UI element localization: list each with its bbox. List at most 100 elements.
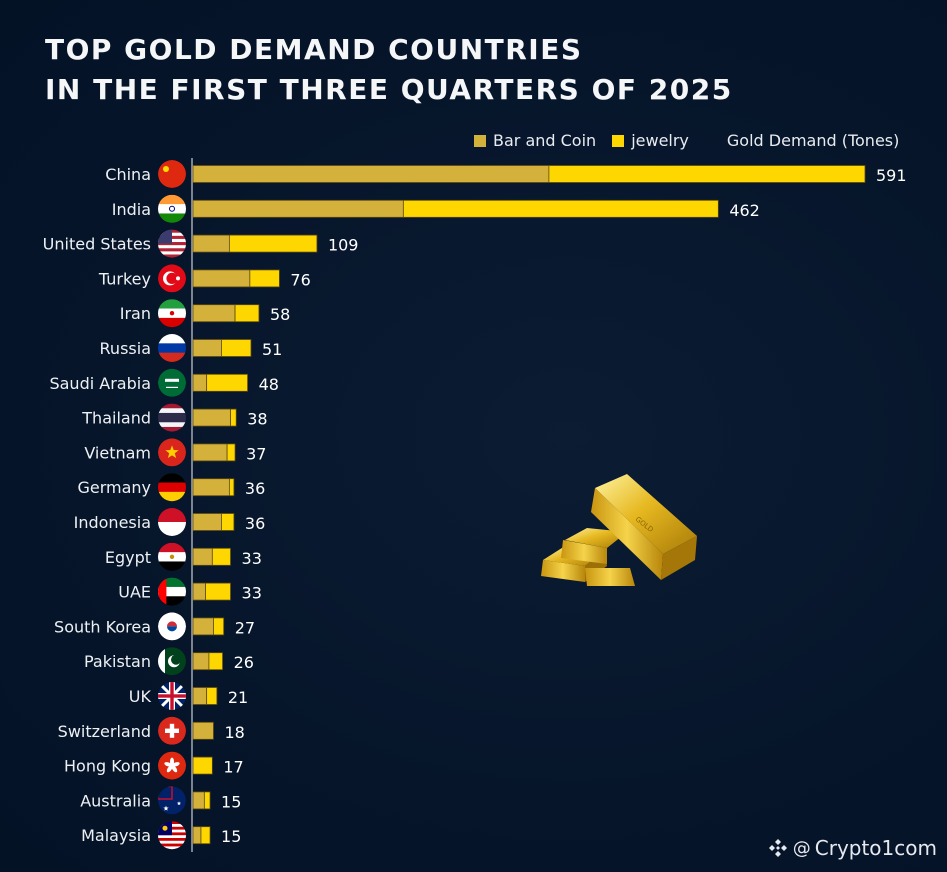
country-label: Thailand — [81, 409, 151, 428]
country-label: United States — [43, 235, 151, 254]
flag-stripe — [158, 254, 186, 258]
flag-stripe — [158, 426, 186, 432]
gold-bars-illustration: GOLD — [541, 474, 697, 586]
legend-swatch-bar-and-coin — [474, 134, 486, 147]
india-flag-icon — [158, 194, 186, 223]
value-label: 76 — [290, 270, 310, 289]
country-label: Egypt — [105, 548, 151, 567]
usa-flag-icon — [158, 229, 186, 258]
flag-star — [163, 166, 169, 172]
bar-segment-bar-and-coin — [192, 826, 202, 845]
bar-segment-bar-and-coin — [192, 721, 214, 740]
flag-script — [165, 378, 179, 382]
value-label: 18 — [224, 723, 244, 742]
bar-row-india: India 462 — [112, 194, 760, 223]
bar-row-pakistan: Pakistan 26 — [84, 647, 254, 676]
watermark-handle: Crypto1com — [814, 836, 937, 860]
flag-canton — [158, 229, 172, 244]
legend-item-bar-and-coin: Bar and Coin — [474, 131, 596, 150]
flag-band — [158, 352, 186, 362]
bar-segment-bar-and-coin — [192, 652, 210, 671]
flag-hoist — [158, 647, 165, 676]
bar-segment-bar-and-coin — [192, 582, 206, 601]
x-axis-label: Gold Demand (Tones) — [726, 131, 900, 150]
australia-flag-icon — [158, 786, 186, 815]
legend-label-bar-and-coin: Bar and Coin — [493, 131, 597, 150]
flag-band — [158, 577, 186, 588]
bar-segment-bar-and-coin — [192, 165, 550, 183]
country-label: UAE — [118, 583, 151, 602]
switzerland-flag-icon — [158, 716, 186, 745]
flag-band — [158, 596, 186, 606]
bar-row-china: China 591 — [105, 160, 907, 188]
bar-segment-jewelry — [205, 582, 231, 601]
bar-row-united-states: United States 109 — [43, 229, 359, 258]
country-label: Indonesia — [74, 513, 151, 532]
bar-segment-jewelry — [213, 617, 225, 636]
bar-segment-jewelry — [203, 791, 211, 810]
title-line-1: TOP GOLD DEMAND COUNTRIES — [45, 33, 583, 66]
bar-segment-jewelry — [206, 687, 218, 705]
flag-bg — [158, 368, 186, 397]
value-label: 36 — [245, 479, 265, 498]
legend: Bar and Coin jewelry Gold Demand (Tones) — [474, 131, 899, 150]
chart-title: TOP GOLD DEMAND COUNTRIES IN THE FIRST T… — [45, 30, 733, 110]
flag-petal — [171, 762, 180, 767]
bar-segment-jewelry — [221, 339, 252, 357]
uk-flag-icon — [158, 682, 186, 710]
russia-flag-icon — [158, 334, 186, 362]
bar-row-germany: Germany 36 — [77, 473, 265, 502]
flag-petal — [171, 765, 178, 773]
flag-hoist — [158, 577, 167, 606]
value-label: 33 — [242, 549, 262, 568]
country-label: Germany — [77, 478, 151, 497]
flag-band — [158, 586, 186, 597]
bar-segment-jewelry — [226, 443, 236, 462]
flag-cross-v — [169, 723, 175, 738]
egypt-flag-icon — [158, 542, 186, 571]
flag-band — [158, 473, 186, 484]
value-label: 15 — [221, 827, 241, 846]
saudi-arabia-flag-icon — [158, 368, 186, 397]
flag-crescent-cut — [166, 272, 178, 284]
flag-taeguk-blue — [167, 626, 177, 632]
bar-segment-bar-and-coin — [192, 687, 208, 705]
bar-segment-bar-and-coin — [192, 199, 404, 218]
bar-segment-jewelry — [234, 304, 260, 323]
bar-segment-bar-and-coin — [192, 617, 214, 636]
flag-band — [158, 213, 186, 223]
value-label: 38 — [247, 410, 267, 429]
bar-row-uae: UAE 33 — [118, 577, 262, 606]
thailand-flag-icon — [158, 403, 186, 432]
flag-stripe — [158, 838, 186, 842]
germany-flag-icon — [158, 473, 186, 502]
value-label: 109 — [328, 236, 359, 255]
flag-stripe — [158, 843, 186, 847]
value-label: 21 — [228, 688, 248, 707]
flag-stripe — [158, 422, 186, 428]
country-label: Iran — [120, 304, 151, 323]
flag-stripe — [158, 846, 186, 850]
bar-segment-jewelry — [206, 373, 248, 392]
country-label: China — [105, 165, 151, 184]
flag-band — [158, 343, 186, 354]
bar-segment-bar-and-coin — [192, 269, 251, 288]
flag-stripe — [158, 412, 186, 423]
flag-stripe — [158, 508, 186, 523]
legend-item-jewelry: jewelry — [612, 131, 689, 150]
malaysia-flag-icon — [158, 821, 186, 850]
flag-star — [176, 801, 182, 806]
country-label: South Korea — [54, 617, 151, 636]
flag-band — [158, 561, 186, 571]
bar-row-iran: Iran 58 — [120, 299, 290, 328]
value-label: 591 — [876, 166, 907, 185]
flag-band — [158, 317, 186, 328]
flag-stripe — [158, 840, 186, 844]
bar-segment-bar-and-coin — [192, 304, 236, 323]
flag-star — [176, 276, 180, 281]
bar-segment-jewelry — [228, 478, 235, 497]
flag-red-v — [170, 682, 174, 710]
value-label: 15 — [221, 792, 241, 811]
watermark: @ Crypto1com — [767, 836, 937, 860]
bar-segment-jewelry — [192, 756, 213, 775]
